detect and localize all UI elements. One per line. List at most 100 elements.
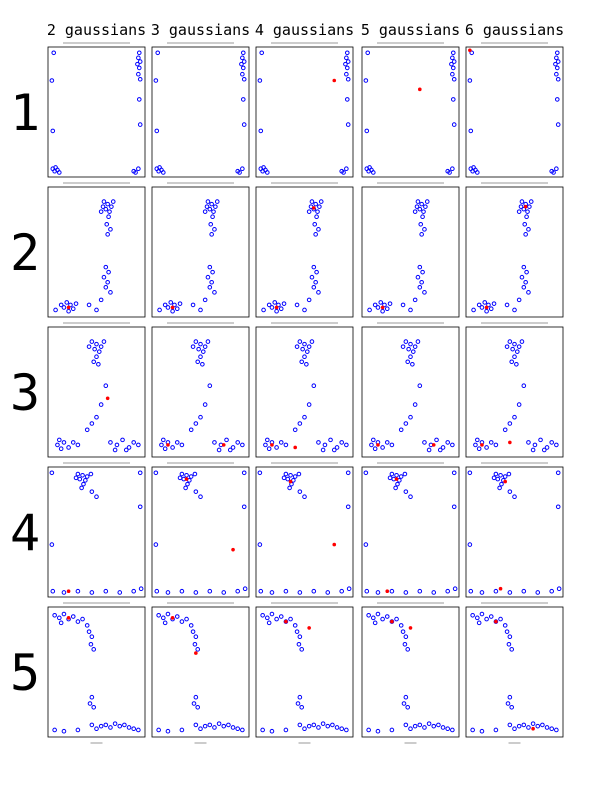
data-point — [504, 302, 510, 308]
data-point — [89, 421, 95, 426]
data-point — [541, 447, 547, 453]
data-point — [524, 214, 529, 220]
data-point — [207, 722, 213, 728]
data-point — [269, 611, 275, 617]
data-point — [394, 616, 399, 622]
data-point — [211, 209, 216, 214]
panel-frame — [151, 186, 250, 318]
data-point — [288, 473, 293, 478]
data-point — [434, 437, 439, 443]
data-point — [426, 721, 432, 726]
panel-frame — [361, 186, 460, 318]
data-point — [269, 305, 275, 310]
data-point — [237, 170, 242, 175]
data-point — [52, 727, 57, 733]
data-point — [421, 209, 426, 214]
row-label: 4 — [10, 504, 40, 562]
data-point — [161, 437, 166, 443]
data-point — [137, 122, 143, 127]
data-point — [295, 701, 301, 706]
data-point — [420, 269, 425, 275]
data-point — [302, 354, 307, 360]
data-point — [162, 446, 168, 452]
data-point — [516, 209, 522, 214]
data-point — [530, 721, 536, 726]
data-point — [384, 306, 390, 312]
data-point — [507, 590, 513, 595]
data-point — [417, 284, 423, 290]
data-point — [91, 647, 97, 652]
data-point — [265, 615, 270, 621]
column-header: 6 gaussians — [465, 21, 564, 39]
data-point — [297, 339, 303, 344]
data-point — [339, 588, 345, 594]
data-point — [179, 619, 185, 624]
data-point — [389, 588, 395, 594]
data-point — [371, 170, 376, 175]
data-point — [555, 122, 561, 127]
data-point — [108, 227, 113, 232]
data-point — [185, 481, 190, 487]
data-point — [202, 723, 208, 729]
data-point — [437, 447, 443, 453]
data-point — [346, 586, 352, 592]
data-point — [504, 344, 510, 349]
data-point — [555, 504, 561, 510]
data-point — [554, 50, 560, 56]
data-point — [484, 616, 489, 622]
data-point — [311, 264, 317, 270]
data-point — [191, 701, 197, 706]
data-point — [106, 269, 111, 275]
data-point — [190, 344, 196, 349]
data-point — [440, 725, 446, 730]
data-point — [451, 76, 457, 82]
data-point — [240, 166, 245, 171]
data-point — [209, 201, 214, 207]
data-point — [241, 122, 247, 127]
gaussian-center — [380, 305, 385, 310]
data-point — [81, 481, 86, 487]
data-point — [436, 722, 441, 728]
data-point — [213, 204, 218, 209]
gaussian-center — [274, 305, 279, 310]
data-point — [200, 361, 205, 367]
data-point — [512, 307, 517, 313]
data-point — [126, 725, 132, 730]
data-point — [526, 440, 531, 445]
data-point — [479, 590, 485, 595]
data-point — [79, 485, 84, 491]
data-point — [55, 442, 60, 448]
data-point — [467, 470, 473, 476]
gaussian-center — [523, 204, 528, 209]
data-point — [94, 494, 99, 500]
data-point — [403, 634, 409, 640]
panel-frame — [151, 326, 250, 458]
data-point — [509, 704, 515, 710]
data-point — [345, 59, 351, 64]
data-point — [309, 274, 315, 280]
data-point — [551, 170, 556, 175]
data-point — [49, 78, 55, 83]
data-point — [344, 166, 349, 171]
data-point — [240, 50, 246, 56]
data-point — [172, 302, 177, 308]
data-point — [294, 302, 300, 308]
data-point — [138, 586, 144, 592]
data-point — [202, 402, 208, 407]
data-point — [114, 442, 120, 448]
data-point — [556, 586, 562, 592]
data-point — [315, 209, 320, 214]
data-point — [297, 590, 303, 595]
data-point — [297, 421, 303, 426]
data-point — [521, 383, 527, 389]
data-point — [156, 613, 161, 618]
row-label: 5 — [10, 644, 40, 702]
data-point — [334, 445, 340, 450]
data-point — [468, 128, 474, 134]
data-point — [488, 614, 494, 619]
data-point — [96, 349, 102, 354]
panel-frame — [361, 326, 460, 458]
data-point — [417, 722, 423, 728]
data-point — [263, 442, 268, 448]
data-point — [278, 614, 284, 619]
